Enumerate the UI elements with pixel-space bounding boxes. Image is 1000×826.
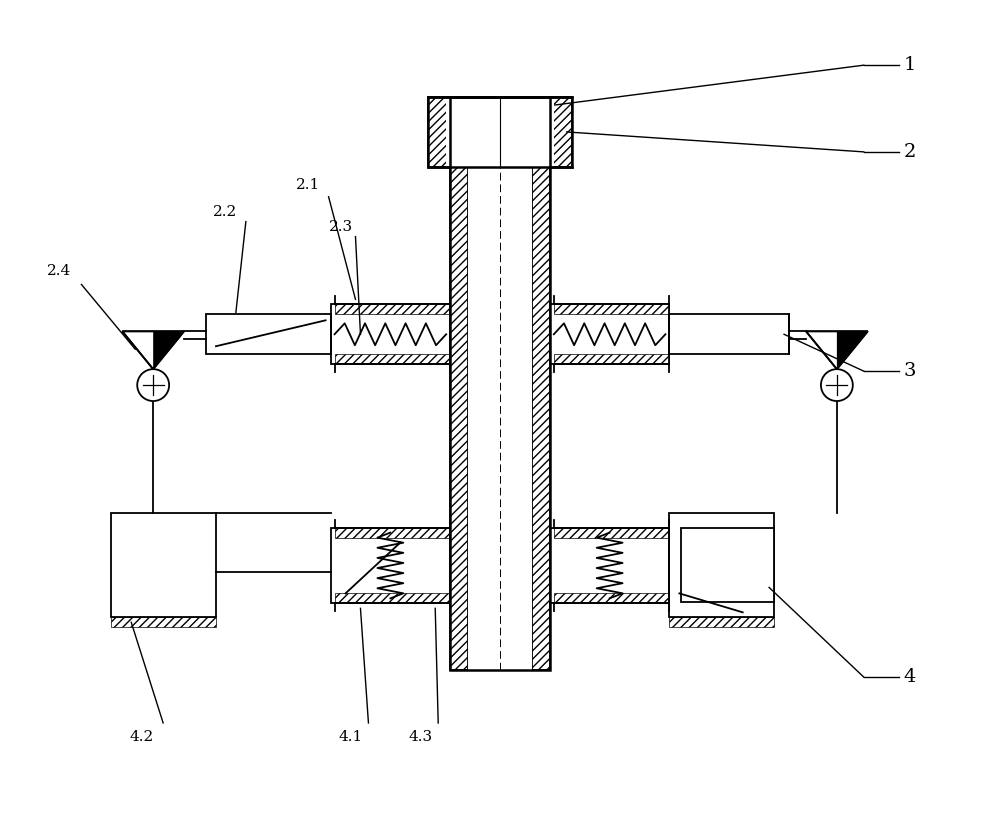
Bar [335,528,450,538]
Bar [554,354,669,364]
Bar [111,617,216,627]
Text: 2.2: 2.2 [213,205,237,219]
Text: 4.3: 4.3 [408,730,432,744]
Bar [428,97,572,167]
Text: 2.4: 2.4 [47,264,71,278]
Polygon shape [153,331,184,369]
Bar [446,97,554,167]
Text: 3: 3 [904,362,916,380]
Bar [550,304,669,364]
Bar [450,97,550,670]
Text: 1: 1 [904,56,916,74]
Bar [554,593,669,603]
Bar [550,528,669,603]
Text: 4: 4 [904,668,916,686]
Bar [335,304,450,315]
Bar [111,513,216,617]
Bar [331,304,450,364]
Bar [468,97,532,670]
Polygon shape [122,331,184,369]
Bar [669,617,774,627]
Text: 2: 2 [904,143,916,161]
Bar [331,528,450,603]
Bar [554,304,669,315]
Polygon shape [806,331,868,369]
Bar [554,528,669,538]
Bar [669,315,789,354]
Polygon shape [837,331,868,369]
Circle shape [137,369,169,401]
Bar [669,513,774,617]
Bar [335,593,450,603]
Bar [335,354,450,364]
Circle shape [821,369,853,401]
Bar [428,97,572,167]
Text: 2.3: 2.3 [329,220,353,234]
Bar [681,528,774,602]
Bar [206,315,331,354]
Text: 4.1: 4.1 [339,730,363,744]
Text: 4.2: 4.2 [129,730,154,744]
Bar [450,97,468,670]
Text: 2.1: 2.1 [296,178,320,192]
Bar [532,97,550,670]
